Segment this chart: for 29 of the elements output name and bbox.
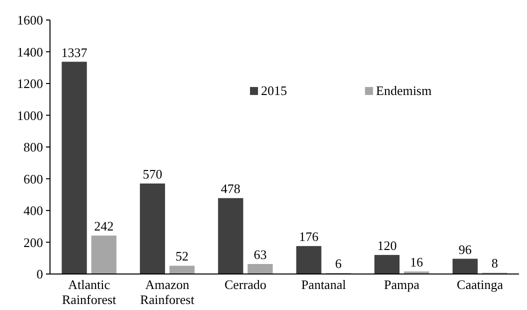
- legend-label: Endemism: [376, 83, 432, 98]
- x-tick-label: Caatinga: [456, 277, 504, 292]
- x-tick-label: Pantanal: [301, 277, 346, 292]
- data-label: 478: [220, 181, 240, 196]
- y-tick-label: 1000: [17, 108, 43, 123]
- data-label: 96: [458, 242, 472, 257]
- y-tick-label: 800: [24, 140, 43, 155]
- data-label: 120: [377, 238, 397, 253]
- x-tick-label: Atlantic Rainforest: [62, 277, 117, 307]
- x-tick-label: Amazon Rainforest: [140, 277, 195, 307]
- x-tick-label: Cerrado: [224, 277, 266, 292]
- data-label: 16: [410, 254, 424, 270]
- y-tick-label: 0: [36, 266, 43, 282]
- data-label: 52: [176, 248, 189, 264]
- data-label: 176: [299, 229, 320, 244]
- y-tick-label: 1600: [17, 12, 43, 28]
- y-tick-label: 200: [24, 234, 43, 250]
- y-tick-label: 600: [24, 171, 43, 186]
- data-label: 63: [254, 247, 267, 262]
- data-label: 242: [94, 218, 114, 234]
- data-label: 570: [142, 166, 162, 182]
- data-label: 1337: [61, 44, 88, 60]
- legend-label: 2015: [261, 83, 287, 98]
- y-tick-label: 1400: [17, 44, 43, 60]
- x-tick-label: Pampa: [384, 277, 420, 292]
- data-label: 6: [335, 256, 342, 272]
- data-label: 8: [491, 256, 498, 271]
- y-tick-label: 400: [24, 203, 43, 218]
- y-tick-label: 1200: [17, 76, 43, 92]
